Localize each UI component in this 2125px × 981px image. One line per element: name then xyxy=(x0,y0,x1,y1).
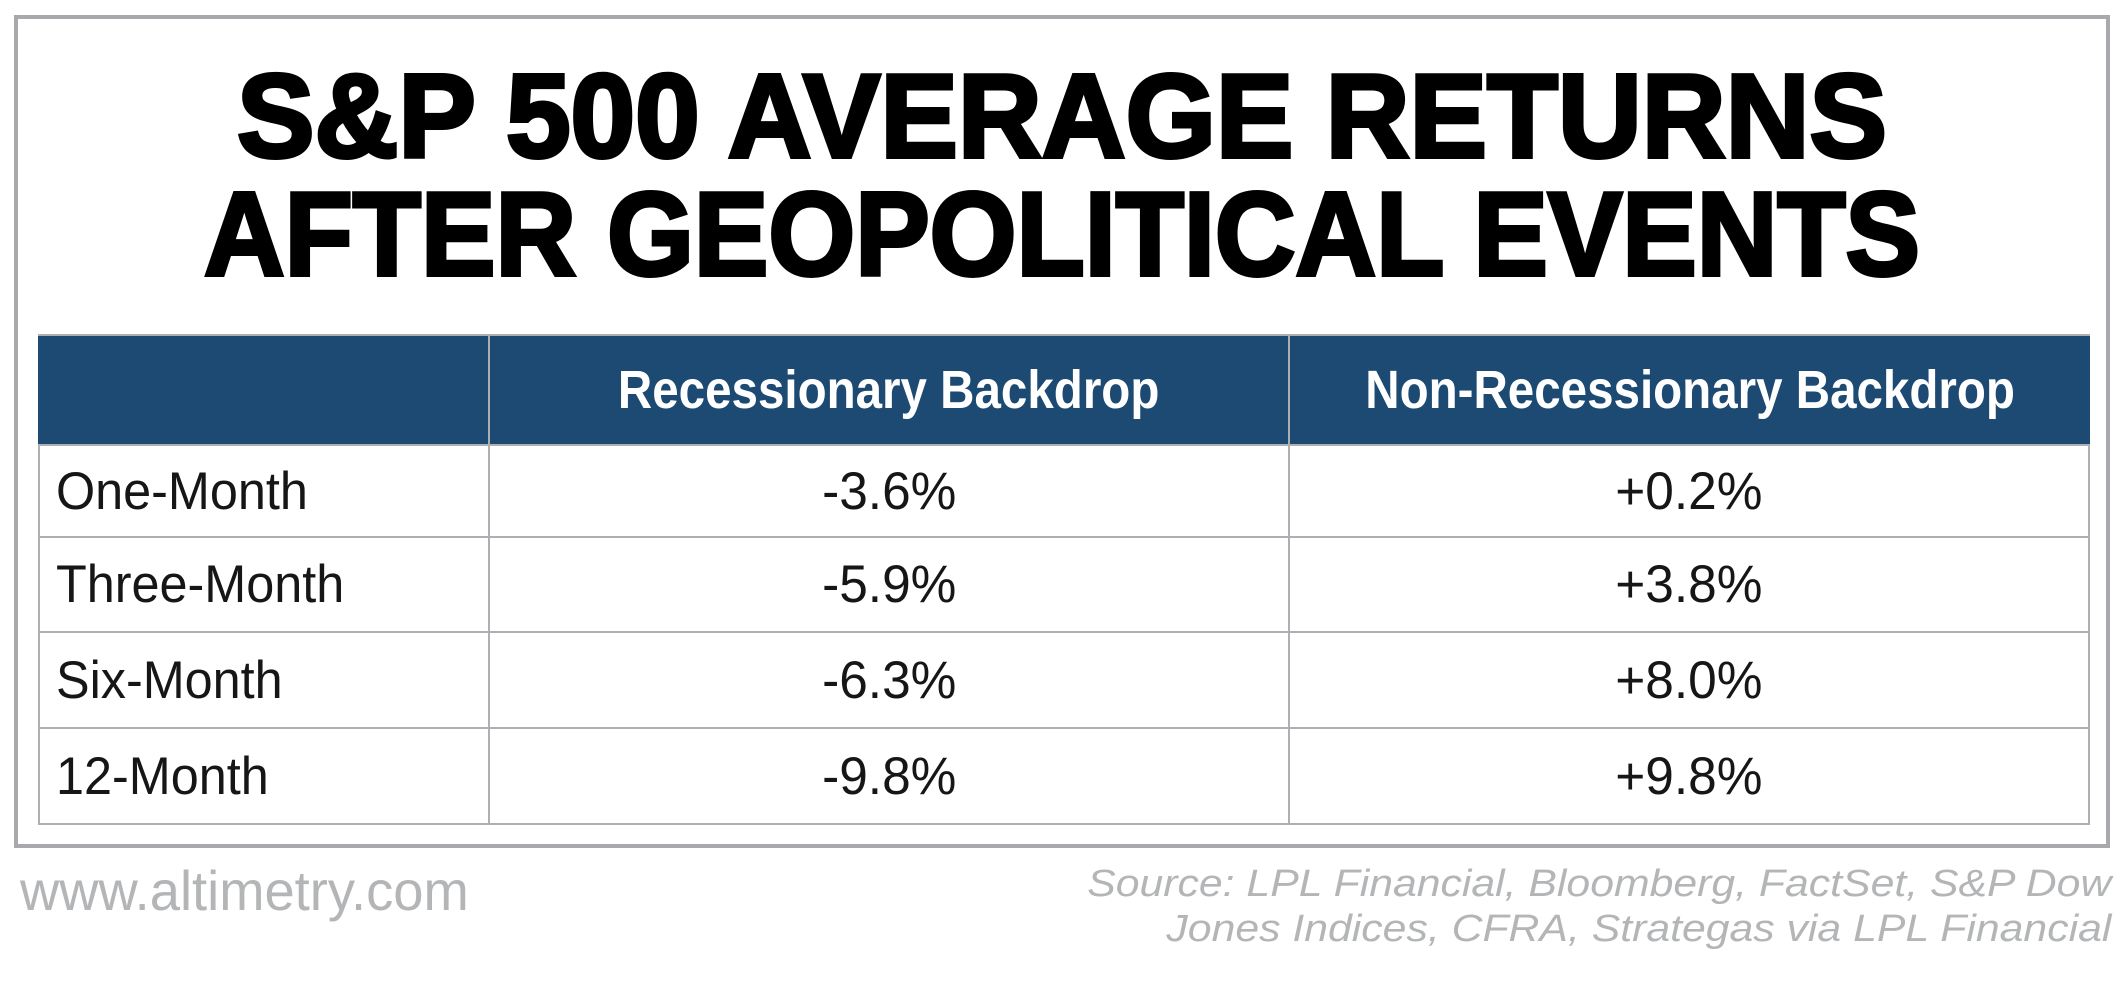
value-12-month-non-recessionary: +9.8% xyxy=(1290,729,2090,823)
value-one-month-non-recessionary-text: +0.2% xyxy=(1615,461,1763,521)
value-three-month-recessionary-text: -5.9% xyxy=(821,555,957,614)
row-label-six-month: Six-Month xyxy=(38,633,488,727)
outer-border-frame xyxy=(14,15,2110,848)
value-six-month-recessionary-text: -6.3% xyxy=(821,650,957,710)
header-cell-recessionary: Recessionary Backdrop xyxy=(490,336,1288,444)
row-label-three-month: Three-Month xyxy=(38,538,488,631)
header-cell-non-recessionary: Non-Recessionary Backdrop xyxy=(1290,336,2090,444)
source-line-2: Jones Indices, CFRA, Strategas via LPL F… xyxy=(1166,908,2111,950)
value-three-month-non-recessionary-text: +3.8% xyxy=(1615,555,1763,614)
source-line-1: Source: LPL Financial, Bloomberg, FactSe… xyxy=(1086,863,2111,905)
row-label-six-month-text: Six-Month xyxy=(56,650,283,710)
value-six-month-non-recessionary: +8.0% xyxy=(1290,633,2090,727)
row-label-12-month: 12-Month xyxy=(38,729,488,823)
value-one-month-recessionary-text: -3.6% xyxy=(821,461,957,521)
source-attribution: Source: LPL Financial, Bloomberg, FactSe… xyxy=(1087,862,2111,952)
value-one-month-recessionary: -3.6% xyxy=(490,446,1288,536)
row-label-one-month-text: One-Month xyxy=(56,461,308,521)
website-text: www.altimetry.com xyxy=(20,859,469,922)
returns-table: Recessionary Backdrop Non-Recessionary B… xyxy=(38,334,2090,825)
row-label-one-month: One-Month xyxy=(38,446,488,536)
row-label-12-month-text: 12-Month xyxy=(56,746,269,806)
value-six-month-recessionary: -6.3% xyxy=(490,633,1288,727)
title-line-1: S&P 500 AVERAGE RETURNS xyxy=(237,50,1887,183)
value-12-month-recessionary-text: -9.8% xyxy=(821,746,957,806)
value-12-month-non-recessionary-text: +9.8% xyxy=(1615,746,1763,806)
chart-title: S&P 500 AVERAGE RETURNS AFTER GEOPOLITIC… xyxy=(202,48,1922,303)
title-line-2: AFTER GEOPOLITICAL EVENTS xyxy=(204,168,1920,301)
value-one-month-non-recessionary: +0.2% xyxy=(1290,446,2090,536)
header-cell-recessionary-text: Recessionary Backdrop xyxy=(618,360,1160,420)
header-cell-empty xyxy=(38,336,488,444)
value-three-month-non-recessionary: +3.8% xyxy=(1290,538,2090,631)
header-cell-non-recessionary-text: Non-Recessionary Backdrop xyxy=(1365,360,2015,420)
value-six-month-non-recessionary-text: +8.0% xyxy=(1615,650,1763,710)
row-label-three-month-text: Three-Month xyxy=(56,555,345,614)
value-12-month-recessionary: -9.8% xyxy=(490,729,1288,823)
value-three-month-recessionary: -5.9% xyxy=(490,538,1288,631)
